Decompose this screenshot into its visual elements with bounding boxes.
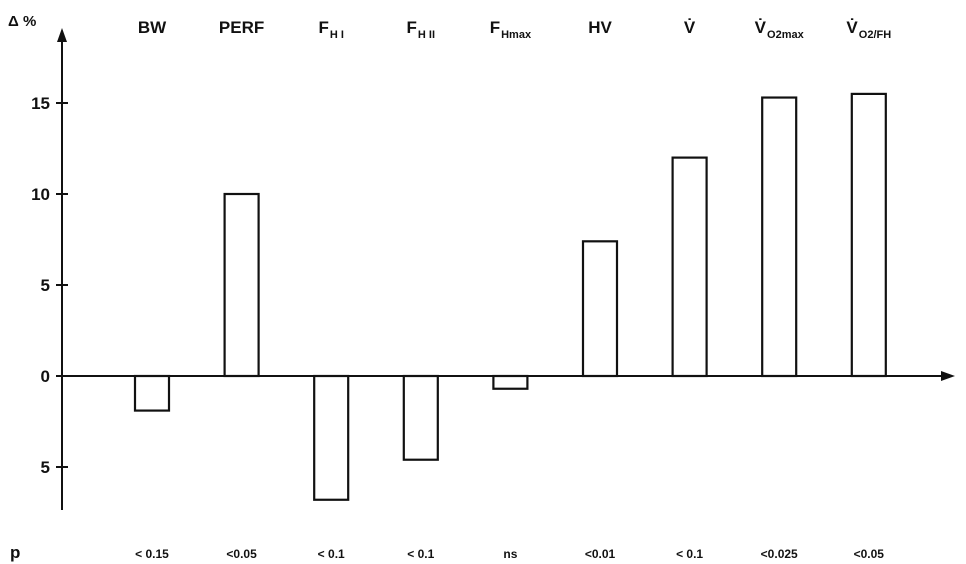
p-value-label: < 0.15: [135, 547, 169, 561]
p-value-label: ns: [503, 547, 517, 561]
bar: [671, 156, 708, 378]
y-tick-label: 5: [41, 458, 50, 477]
p-value-label: < 0.1: [407, 547, 434, 561]
category-label: FHmax: [490, 18, 532, 41]
category-label: FH II: [407, 18, 436, 41]
category-label: V̇O2max: [755, 18, 805, 41]
p-row-label: p: [10, 543, 20, 562]
p-value-label: <0.025: [761, 547, 798, 561]
category-label: V̇: [684, 18, 696, 37]
p-value-label: <0.05: [854, 547, 885, 561]
y-tick-label: 10: [31, 185, 50, 204]
bars: [133, 92, 887, 501]
x-axis-arrow: [941, 371, 955, 381]
category-label: FH I: [318, 18, 343, 41]
bar: [581, 240, 619, 378]
y-axis-label: Δ %: [8, 13, 36, 30]
bar: [492, 374, 529, 390]
p-value-label: < 0.1: [676, 547, 703, 561]
category-label: HV: [588, 18, 612, 37]
bar: [313, 374, 350, 501]
y-tick-label: 15: [31, 94, 50, 113]
bar: [223, 192, 260, 378]
category-label: V̇O2/FH: [846, 18, 891, 41]
bar: [133, 374, 171, 412]
y-tick-label: 5: [41, 276, 50, 295]
p-value-label: <0.01: [585, 547, 616, 561]
axes: [56, 28, 955, 510]
p-value-label: <0.05: [226, 547, 257, 561]
y-tick-label: 0: [41, 367, 50, 386]
category-label: BW: [138, 18, 167, 37]
bar: [402, 374, 439, 461]
p-value-label: < 0.1: [318, 547, 345, 561]
y-axis-arrow: [57, 28, 67, 42]
bar: [850, 92, 887, 378]
bar: [761, 96, 798, 378]
labels: Δ % 15 10 5 0 5 BW < 0.15 PERF <0.05 FH I < 0.1 FH I…: [8, 13, 891, 562]
category-label: PERF: [219, 18, 264, 37]
